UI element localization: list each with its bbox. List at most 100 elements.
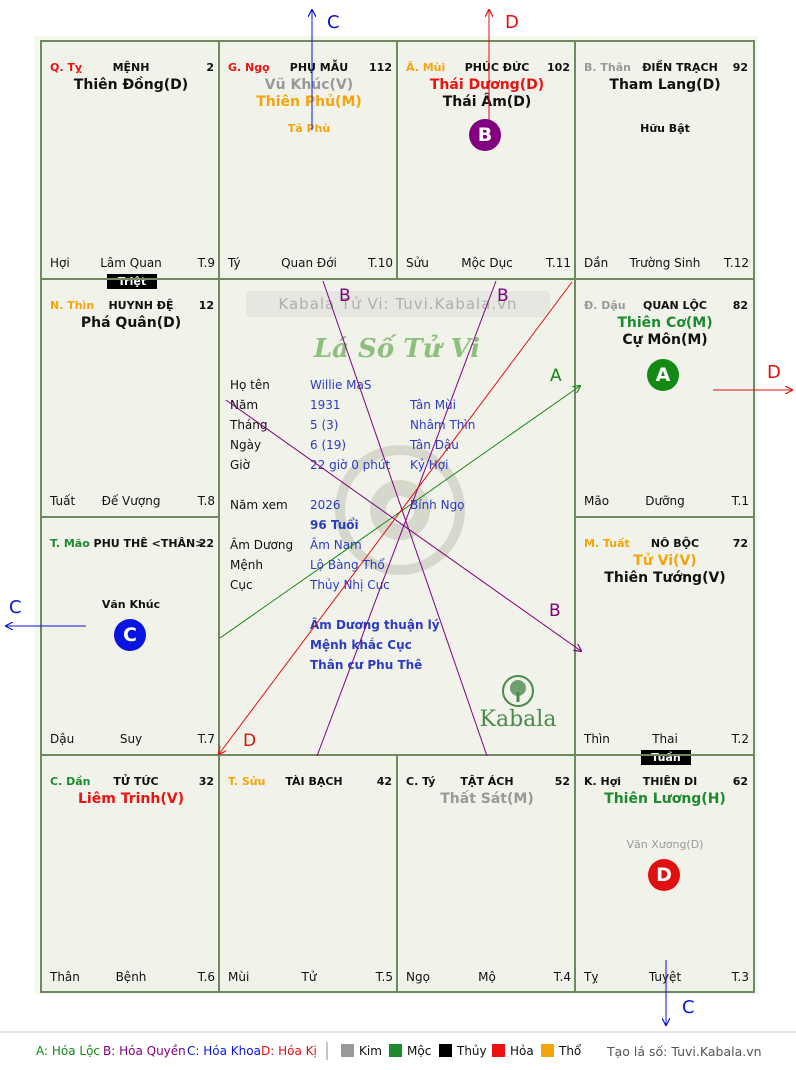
- legend-hoa: Hỏa: [492, 1044, 534, 1058]
- info-value: Thủy Nhị Cục: [310, 578, 390, 592]
- palace-stage: Dưỡng: [645, 494, 685, 508]
- palace-period: T.6: [197, 970, 215, 984]
- palace-stage: Đế Vượng: [101, 494, 161, 508]
- line-label-d: D: [243, 731, 257, 751]
- info-label: Ngày: [230, 438, 262, 452]
- palace-period: T.2: [731, 732, 749, 746]
- palace-name: THIÊN DI: [642, 775, 698, 788]
- info-age: 96 Tuổi: [310, 518, 359, 532]
- thuy-swatch: [439, 1044, 452, 1057]
- palace-stage: Bệnh: [115, 970, 147, 984]
- info-note: Âm Dương thuận lý: [310, 618, 440, 632]
- legend-text: Thủy: [457, 1044, 487, 1058]
- main-star: Liêm Trinh(V): [78, 791, 184, 807]
- hoa-swatch: [492, 1044, 505, 1057]
- main-star: Vũ Khúc(V): [264, 77, 354, 93]
- info-label: Họ tên: [230, 378, 270, 392]
- palace-period: T.3: [731, 970, 749, 984]
- palace-name: NÔ BỘC: [650, 537, 700, 550]
- legend-hoa-quyen: B: Hóa Quyền: [103, 1044, 186, 1058]
- palace-tat-ach[interactable]: C. Tý TẬT ÁCH 52 Thất Sát(M) Ngọ Mộ T.4: [398, 756, 576, 992]
- info-note: Mệnh khắc Cục: [310, 638, 412, 652]
- palace-period: T.7: [197, 732, 215, 746]
- palace-dien-trach[interactable]: B. Thân ĐIỀN TRẠCH 92 Tham Lang(D) Hữu B…: [576, 42, 754, 278]
- kabala-tree-icon: [502, 675, 534, 707]
- info-label: Giờ: [230, 458, 250, 472]
- legend-hoa-ki: D: Hóa Kị: [261, 1044, 317, 1058]
- hoa-khoa-marker: C: [114, 619, 146, 651]
- line-label-b: B: [339, 286, 351, 306]
- info-value-canchi: Kỷ Hợi: [410, 458, 449, 472]
- palace-number: 92: [732, 61, 748, 74]
- palace-phuc-duc[interactable]: Ã. Mùi PHÚC ĐỨC 102 Thái Dương(D) Thái Â…: [398, 42, 576, 278]
- main-star: Thái Âm(D): [442, 94, 532, 110]
- info-value: Âm Nam: [310, 538, 362, 552]
- info-value-canchi: Nhâm Thìn: [410, 418, 476, 432]
- info-value: 22 giờ 0 phút: [310, 458, 391, 472]
- main-star: Tham Lang(D): [609, 77, 721, 93]
- minor-star: Văn Xương(D): [626, 838, 704, 851]
- kabala-logo-text: Kabala: [479, 707, 557, 732]
- legend-hoa-loc: A: Hóa Lộc: [36, 1044, 100, 1058]
- legend-text: Kim: [359, 1044, 382, 1058]
- main-star: Tử Vi(V): [633, 553, 697, 569]
- info-label: Cục: [230, 578, 253, 592]
- palace-quan-loc[interactable]: Đ. Dậu QUAN LỘC 82 Thiên Cơ(M) Cự Môn(M)…: [576, 280, 754, 516]
- arrow-label-c: C: [9, 597, 22, 618]
- legend-kim: Kim: [341, 1044, 382, 1058]
- palace-number: 42: [376, 775, 392, 788]
- legend-text: B: Hóa Quyền: [103, 1044, 186, 1058]
- minor-star: Văn Khúc: [101, 598, 161, 611]
- palace-number: 2: [206, 61, 214, 74]
- palace-stage: Thai: [652, 732, 678, 746]
- legend-text: Hỏa: [510, 1044, 534, 1058]
- main-star: Thiên Phủ(M): [256, 94, 362, 110]
- info-value: Willie MaS: [310, 378, 372, 392]
- info-label: Mệnh: [230, 558, 263, 572]
- palace-stage: Tuyệt: [648, 970, 682, 984]
- palace-tai-bach[interactable]: T. Sửu TÀI BẠCH 42 Mùi Tử T.5: [220, 756, 398, 992]
- legend-hoa-khoa: C: Hóa Khoa: [187, 1044, 261, 1058]
- palace-phu-mau[interactable]: G. Ngọ PHỤ MẪU 112 Vũ Khúc(V) Thiên Phủ(…: [220, 42, 398, 278]
- minor-star: Tả Phù: [287, 122, 331, 135]
- legend-text: C: Hóa Khoa: [187, 1044, 261, 1058]
- palace-period: T.4: [553, 970, 571, 984]
- palace-period: T.9: [197, 256, 215, 270]
- palace-period: T.11: [546, 256, 571, 270]
- arrow-label-c: C: [327, 12, 340, 33]
- palace-stage: Mộ: [478, 970, 496, 984]
- tho-swatch: [541, 1044, 554, 1057]
- tuan-tag: Tuần: [641, 750, 691, 765]
- palace-period: T.10: [368, 256, 393, 270]
- chart-title: Lá Số Tử Vi: [313, 334, 481, 364]
- legend-text: Mộc: [407, 1044, 432, 1058]
- main-star: Thất Sát(M): [440, 791, 534, 807]
- info-value: 5 (3): [310, 418, 339, 432]
- palace-huynh-de[interactable]: N. Thìn HUYNH ĐỆ 12 Phá Quân(D) Tuất Đế …: [42, 280, 220, 516]
- info-value-canchi: Bính Ngọ: [410, 498, 465, 512]
- triet-tag: Triệt: [107, 274, 157, 289]
- hoa-ki-marker: D: [648, 859, 680, 891]
- palace-tu-tuc[interactable]: C. Dần TỬ TỨC 32 Liêm Trinh(V) Thân Bệnh…: [42, 756, 220, 992]
- palace-number: 112: [369, 61, 392, 74]
- info-value: 6 (19): [310, 438, 347, 452]
- main-star: Phá Quân(D): [80, 315, 182, 331]
- kim-swatch: [341, 1044, 354, 1057]
- info-label: Âm Dương: [230, 538, 294, 552]
- palace-number: 32: [198, 775, 214, 788]
- info-value: Lộ Bàng Thổ: [310, 558, 385, 572]
- palace-menh[interactable]: Q. Tỵ MỆNH 2 Thiên Đồng(D) Hợi Lâm Quan …: [42, 42, 220, 278]
- palace-name: TẬT ÁCH: [460, 775, 514, 788]
- legend-text: D: Hóa Kị: [261, 1044, 317, 1058]
- palace-number: 22: [198, 537, 214, 550]
- legend-thuy: Thủy: [439, 1044, 487, 1058]
- arrow-label-c: C: [682, 997, 695, 1018]
- info-value-canchi: Tân Mùi: [410, 398, 456, 412]
- legend-text: A: Hóa Lộc: [36, 1044, 101, 1058]
- legend-text: Thổ: [559, 1044, 582, 1058]
- line-label-a: A: [550, 366, 562, 386]
- arrow-label-d: D: [767, 362, 781, 383]
- info-label: Năm: [230, 398, 259, 412]
- palace-no-boc[interactable]: M. Tuất NÔ BỘC 72 Tử Vi(V) Thiên Tướng(V…: [576, 518, 754, 754]
- footer-link[interactable]: Tạo lá số: Tuvi.Kabala.vn: [607, 1044, 762, 1059]
